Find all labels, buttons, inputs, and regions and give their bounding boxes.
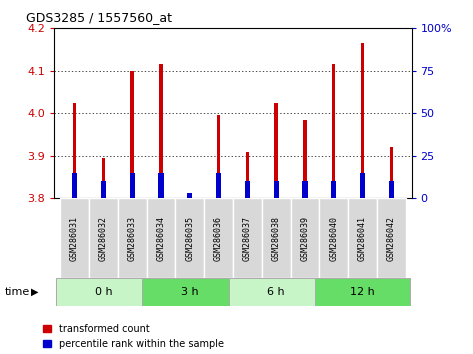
Bar: [360, 173, 365, 198]
Bar: [72, 173, 77, 198]
Bar: [101, 181, 106, 198]
Bar: [245, 152, 249, 198]
Bar: [147, 198, 175, 278]
Bar: [217, 115, 220, 198]
Text: 0 h: 0 h: [95, 287, 112, 297]
Bar: [60, 198, 89, 278]
Bar: [187, 193, 193, 198]
Bar: [319, 198, 348, 278]
Bar: [89, 198, 118, 278]
Bar: [158, 173, 164, 198]
Text: GSM286040: GSM286040: [329, 216, 338, 261]
Bar: [56, 278, 151, 306]
Bar: [175, 198, 204, 278]
Bar: [131, 71, 134, 198]
Text: GSM286041: GSM286041: [358, 216, 367, 261]
Bar: [118, 198, 147, 278]
Bar: [332, 64, 335, 198]
Text: time: time: [5, 287, 30, 297]
Bar: [331, 181, 336, 198]
Text: GSM286038: GSM286038: [272, 216, 280, 261]
Bar: [302, 181, 307, 198]
Bar: [228, 278, 324, 306]
Bar: [389, 181, 394, 198]
Bar: [233, 198, 262, 278]
Bar: [377, 198, 406, 278]
Bar: [73, 103, 76, 198]
Text: GSM286042: GSM286042: [387, 216, 396, 261]
Text: GDS3285 / 1557560_at: GDS3285 / 1557560_at: [26, 11, 172, 24]
Text: 12 h: 12 h: [350, 287, 375, 297]
Text: GSM286039: GSM286039: [300, 216, 309, 261]
Bar: [273, 181, 279, 198]
Bar: [159, 64, 163, 198]
Bar: [303, 120, 307, 198]
Bar: [274, 103, 278, 198]
Bar: [290, 198, 319, 278]
Bar: [390, 147, 393, 198]
Text: ▶: ▶: [31, 287, 38, 297]
Bar: [361, 43, 364, 198]
Bar: [315, 278, 410, 306]
Text: GSM286034: GSM286034: [157, 216, 166, 261]
Bar: [216, 173, 221, 198]
Bar: [262, 198, 290, 278]
Text: GSM286036: GSM286036: [214, 216, 223, 261]
Bar: [142, 278, 237, 306]
Bar: [188, 196, 192, 198]
Text: GSM286035: GSM286035: [185, 216, 194, 261]
Text: GSM286037: GSM286037: [243, 216, 252, 261]
Bar: [204, 198, 233, 278]
Legend: transformed count, percentile rank within the sample: transformed count, percentile rank withi…: [43, 324, 224, 349]
Text: GSM286033: GSM286033: [128, 216, 137, 261]
Bar: [348, 198, 377, 278]
Text: GSM286032: GSM286032: [99, 216, 108, 261]
Bar: [130, 173, 135, 198]
Bar: [245, 181, 250, 198]
Text: GSM286031: GSM286031: [70, 216, 79, 261]
Text: 3 h: 3 h: [181, 287, 199, 297]
Bar: [102, 158, 105, 198]
Text: 6 h: 6 h: [267, 287, 285, 297]
